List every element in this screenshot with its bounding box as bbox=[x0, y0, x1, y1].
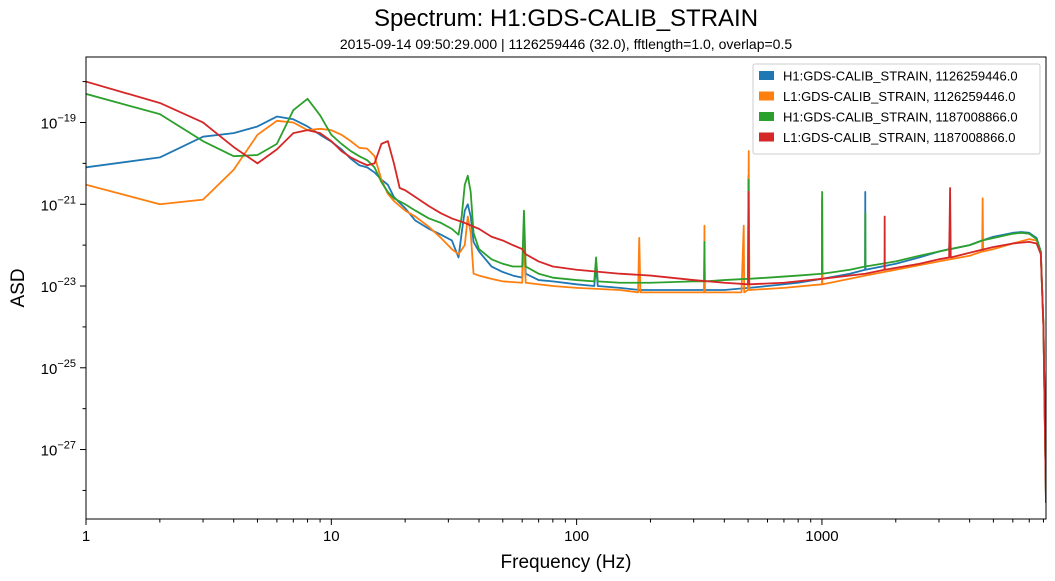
series-line-2 bbox=[86, 119, 1046, 503]
legend: H1:GDS-CALIB_STRAIN, 1126259446.0 L1:GDS-… bbox=[752, 63, 1041, 155]
y-axis-label: ASD bbox=[8, 268, 29, 307]
y-tick-label: 10−23 bbox=[41, 276, 76, 296]
series-group bbox=[86, 80, 1046, 503]
x-tick-label: 10 bbox=[323, 528, 340, 545]
legend-entry: H1:GDS-CALIB_STRAIN, 1126259446.0 bbox=[783, 69, 1018, 84]
legend-box bbox=[752, 63, 1041, 155]
x-axis-label: Frequency (Hz) bbox=[501, 552, 632, 573]
y-tick-label: 10−19 bbox=[41, 112, 76, 132]
chart-subtitle: 2015-09-14 09:50:29.000 | 1126259446 (32… bbox=[339, 36, 793, 52]
legend-swatch bbox=[759, 71, 774, 80]
y-tick-label: 10−25 bbox=[41, 358, 76, 378]
plot-frame bbox=[85, 56, 1047, 520]
x-tick-label: 1000 bbox=[805, 528, 838, 545]
legend-entry: H1:GDS-CALIB_STRAIN, 1187008866.0 bbox=[783, 110, 1018, 125]
legend-entry: L1:GDS-CALIB_STRAIN, 1126259446.0 bbox=[783, 89, 1015, 104]
y-tick-label: 10−27 bbox=[41, 440, 76, 460]
x-tick-label: 100 bbox=[564, 528, 589, 545]
series-line-3 bbox=[86, 93, 1046, 503]
y-tick-label: 10−21 bbox=[41, 194, 76, 214]
legend-entry: L1:GDS-CALIB_STRAIN, 1187008866.0 bbox=[783, 130, 1015, 145]
legend-swatch bbox=[759, 132, 774, 142]
x-tick-label: 1 bbox=[82, 528, 90, 545]
chart-title: Spectrum: H1:GDS-CALIB_STRAIN bbox=[373, 5, 759, 32]
x-axis: 1 10 100 1000 bbox=[82, 519, 1044, 545]
legend-swatch bbox=[759, 112, 774, 121]
series-line-4 bbox=[86, 80, 1046, 503]
y-axis: 10−19 10−21 10−23 10−25 10−27 bbox=[41, 81, 86, 491]
legend-swatch bbox=[759, 91, 774, 101]
